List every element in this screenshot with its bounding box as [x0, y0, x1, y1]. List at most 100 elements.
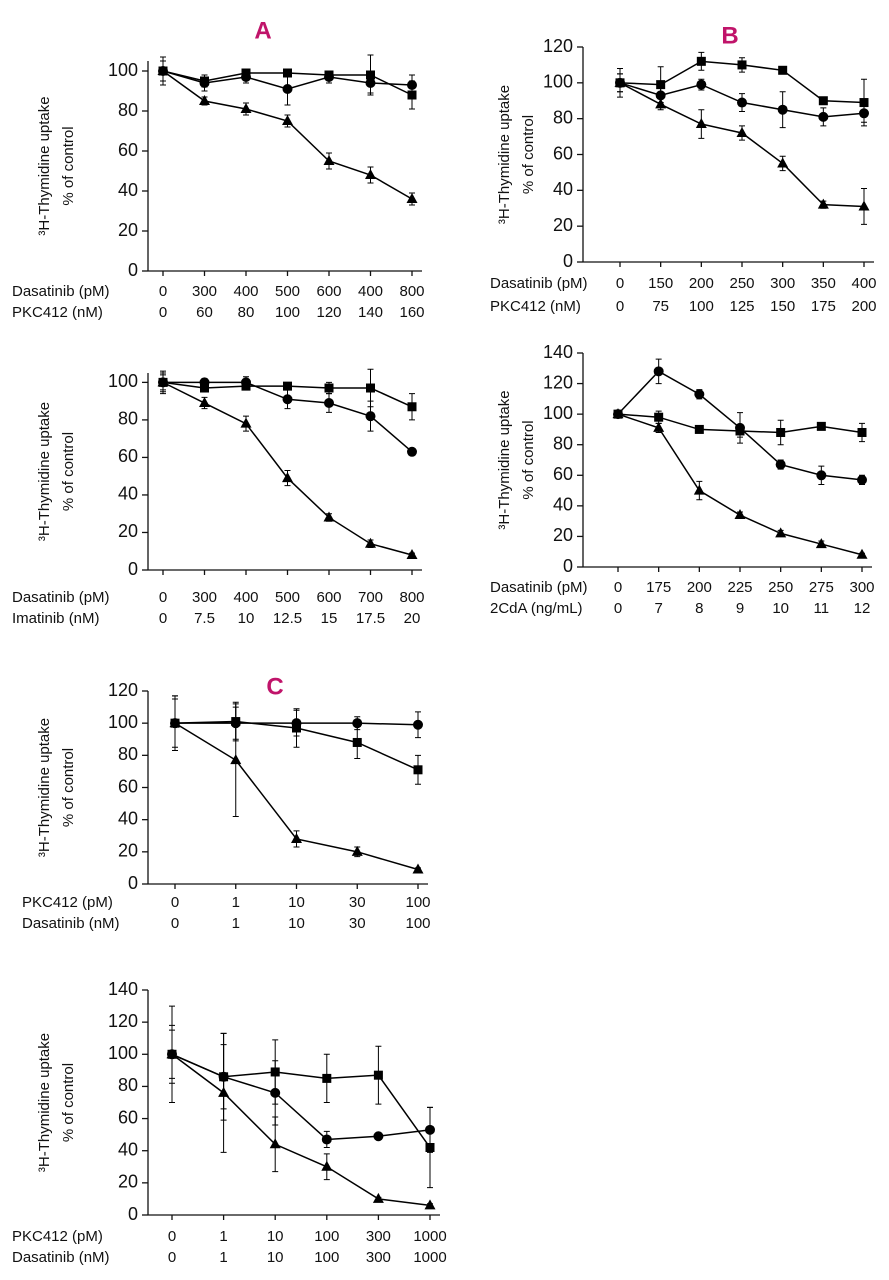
x-tick-label: 10 — [267, 1249, 284, 1266]
x-tick-label: 0 — [159, 283, 167, 300]
marker-triangle — [365, 537, 376, 548]
marker-triangle — [612, 408, 624, 419]
x-tick-label: 9 — [736, 600, 744, 617]
marker-circle — [352, 718, 363, 729]
marker-triangle — [693, 484, 705, 495]
x-tick-label: 0 — [168, 1249, 176, 1266]
marker-square — [200, 383, 209, 393]
y-tick-label: 120 — [108, 1011, 138, 1031]
y-tick-label: 100 — [543, 72, 573, 92]
x-tick-label: 0 — [171, 915, 179, 932]
x-tick-label: 350 — [811, 275, 836, 292]
series-line — [171, 1053, 431, 1207]
y-tick-label: 40 — [118, 808, 138, 828]
marker-circle — [365, 411, 376, 422]
y-tick-label: 60 — [118, 446, 138, 466]
x-tick-label: 100 — [405, 894, 430, 911]
marker-triangle — [218, 1086, 230, 1097]
y-tick-label: 0 — [563, 251, 573, 271]
x-row-label: PKC412 (pM) — [12, 1228, 103, 1245]
marker-triangle — [282, 472, 293, 483]
marker-triangle — [321, 1160, 333, 1171]
marker-triangle — [169, 717, 181, 728]
marker-circle — [241, 377, 251, 388]
x-tick-label: 200 — [689, 275, 714, 292]
marker-triangle — [199, 95, 210, 105]
marker-triangle — [406, 193, 418, 203]
marker-circle — [777, 104, 788, 115]
y-tick-label: 0 — [128, 873, 138, 893]
y-tick-label: 100 — [108, 371, 138, 391]
x-tick-label: 300 — [770, 275, 795, 292]
y-axis-label: ³H-Thymidine uptake — [36, 402, 53, 541]
marker-triangle — [199, 397, 210, 408]
marker-square — [413, 765, 423, 775]
x-row-label: Dasatinib (nM) — [22, 915, 120, 932]
marker-triangle — [157, 65, 169, 75]
x-tick-label: 12.5 — [273, 610, 302, 627]
x-row-label: Dasatinib (pM) — [490, 275, 588, 292]
marker-circle — [282, 84, 293, 94]
y-tick-label: 140 — [108, 979, 138, 999]
y-tick-label: 20 — [553, 215, 573, 235]
marker-circle — [282, 394, 293, 405]
x-tick-label: 15 — [321, 610, 338, 627]
x-row-label: Dasatinib (pM) — [12, 283, 110, 300]
x-tick-label: 1000 — [413, 1228, 446, 1245]
x-tick-label: 175 — [811, 298, 836, 315]
x-tick-label: 10 — [267, 1228, 284, 1245]
x-tick-label: 1000 — [413, 1249, 446, 1266]
y-tick-label: 40 — [118, 484, 138, 504]
y-tick-label: 0 — [128, 1204, 138, 1224]
y-tick-label: 80 — [118, 744, 138, 764]
x-row-label: Dasatinib (pM) — [490, 579, 588, 596]
marker-triangle — [695, 118, 707, 129]
marker-triangle — [653, 421, 665, 432]
y-axis-label: ³H-Thymidine uptake — [36, 1033, 53, 1172]
marker-circle — [407, 80, 417, 90]
marker-triangle — [240, 103, 252, 113]
marker-square — [859, 98, 869, 108]
y-axis-label: ³H-Thymidine uptake — [36, 718, 53, 857]
x-tick-label: 250 — [768, 579, 793, 596]
x-tick-label: 100 — [405, 915, 430, 932]
marker-square — [322, 1073, 332, 1083]
y-tick-label: 20 — [118, 841, 138, 861]
marker-triangle — [230, 754, 242, 765]
marker-triangle — [166, 1048, 178, 1059]
marker-square — [656, 80, 666, 90]
y-axis-label: % of control — [520, 420, 537, 499]
marker-triangle — [412, 863, 424, 874]
y-tick-label: 20 — [553, 525, 573, 545]
marker-triangle — [351, 845, 363, 856]
marker-square — [352, 737, 362, 747]
x-tick-label: 400 — [358, 283, 383, 300]
marker-circle — [270, 1087, 281, 1098]
marker-triangle — [291, 832, 302, 843]
x-tick-label: 600 — [316, 589, 341, 606]
marker-square — [818, 96, 828, 106]
y-tick-label: 20 — [118, 220, 138, 240]
marker-triangle — [815, 538, 827, 549]
marker-triangle — [365, 169, 376, 179]
marker-triangle — [372, 1192, 384, 1203]
x-tick-label: 200 — [851, 298, 876, 315]
y-tick-label: 60 — [118, 776, 138, 796]
y-tick-label: 40 — [118, 180, 138, 200]
x-tick-label: 0 — [159, 589, 167, 606]
marker-circle — [775, 459, 786, 470]
marker-triangle — [817, 198, 829, 209]
x-tick-label: 300 — [366, 1228, 391, 1245]
y-tick-label: 0 — [563, 556, 573, 576]
x-tick-label: 600 — [316, 283, 341, 300]
marker-triangle — [269, 1138, 281, 1149]
marker-square — [776, 427, 786, 437]
x-tick-label: 140 — [358, 304, 383, 321]
x-tick-label: 100 — [275, 304, 300, 321]
y-tick-label: 100 — [108, 1043, 138, 1063]
marker-triangle — [424, 1199, 436, 1210]
marker-circle — [818, 111, 829, 122]
x-tick-label: 7 — [654, 600, 662, 617]
y-tick-label: 120 — [543, 36, 573, 56]
x-tick-label: 30 — [349, 915, 366, 932]
